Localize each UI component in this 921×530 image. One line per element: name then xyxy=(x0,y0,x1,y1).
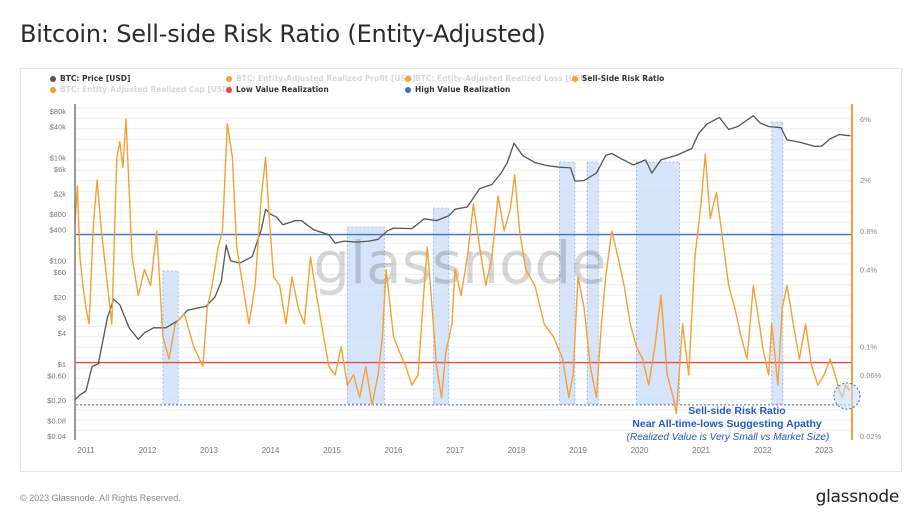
left-tick-label: $10k xyxy=(50,154,67,163)
left-tick-label: $2k xyxy=(54,190,66,199)
price-series-line xyxy=(74,115,851,401)
shaded-period xyxy=(771,121,784,405)
right-tick-label: 2% xyxy=(860,176,871,185)
legend-label: Sell-Side Risk Ratio xyxy=(582,74,665,83)
legend-item-high-value[interactable]: High Value Realization xyxy=(405,85,510,94)
legend-dot-icon xyxy=(50,75,56,82)
x-tick-label: 2022 xyxy=(754,446,772,455)
legend-dot-icon xyxy=(50,86,56,93)
legend-dot-icon xyxy=(226,86,232,93)
legend-label: BTC: Entity-Adjusted Realized Loss [USD] xyxy=(415,74,590,83)
left-tick-label: $1 xyxy=(58,360,66,369)
copyright-text: © 2023 Glassnode. All Rights Reserved. xyxy=(20,493,181,503)
shaded-periods xyxy=(162,121,784,405)
right-tick-label: 0.02% xyxy=(860,432,882,441)
legend-label: BTC: Price [USD] xyxy=(60,74,131,83)
shaded-period xyxy=(162,270,179,405)
legend-dot-icon xyxy=(405,86,411,93)
shaded-period xyxy=(559,161,576,405)
right-tick-label: 0.4% xyxy=(860,266,877,275)
x-tick-label: 2013 xyxy=(200,446,218,455)
left-tick-label: $60 xyxy=(53,268,66,277)
glassnode-logo: glassnode xyxy=(815,487,900,507)
annotation: Sell-side Risk Ratio Near All-time-lows … xyxy=(627,382,861,443)
x-tick-label: 2018 xyxy=(508,446,526,455)
left-tick-label: $800 xyxy=(49,210,66,219)
left-tick-label: $0.04 xyxy=(47,432,66,441)
x-tick-label: 2012 xyxy=(139,446,157,455)
legend-dot-icon xyxy=(405,75,411,82)
x-tick-label: 2014 xyxy=(262,446,280,455)
left-tick-label: $0.20 xyxy=(47,396,66,405)
legend-item-realized-loss[interactable]: BTC: Entity-Adjusted Realized Loss [USD] xyxy=(405,74,590,83)
legend-item-sell-side-risk-ratio[interactable]: Sell-Side Risk Ratio xyxy=(572,74,664,83)
legend-item-realized-cap[interactable]: BTC: Entity-Adjusted Realized Cap [USD] xyxy=(50,85,232,94)
x-tick-label: 2023 xyxy=(815,446,833,455)
right-axis-ticks: 6% 2% 0.8% 0.4% 0.1% 0.06% 0.02% xyxy=(860,115,882,441)
x-tick-label: 2019 xyxy=(569,446,587,455)
shaded-period xyxy=(636,161,680,405)
left-tick-label: $4 xyxy=(58,329,66,338)
left-tick-label: $6k xyxy=(54,165,66,174)
x-tick-label: 2011 xyxy=(77,446,95,455)
all-time-low-highlight xyxy=(833,382,861,410)
x-tick-label: 2020 xyxy=(631,446,649,455)
legend-item-low-value[interactable]: Low Value Realization xyxy=(226,85,329,94)
annotation-line-3: (Realized Value is Very Small vs Market … xyxy=(627,432,830,443)
legend-label: Low Value Realization xyxy=(236,85,329,94)
left-tick-label: $8 xyxy=(58,313,66,322)
left-tick-label: $0.60 xyxy=(47,371,66,380)
legend-item-realized-profit[interactable]: BTC: Entity-Adjusted Realized Profit [US… xyxy=(226,74,416,83)
right-tick-label: 0.1% xyxy=(860,343,877,352)
gridlines xyxy=(76,107,852,431)
left-tick-label: $80k xyxy=(50,107,67,116)
left-tick-label: $100 xyxy=(49,257,66,266)
legend-label: High Value Realization xyxy=(415,85,511,94)
legend-label: BTC: Entity-Adjusted Realized Profit [US… xyxy=(236,74,416,83)
annotation-line-2: Near All-time-lows Suggesting Apathy xyxy=(632,418,822,430)
shaded-period xyxy=(586,161,599,405)
page-title: Bitcoin: Sell-side Risk Ratio (Entity-Ad… xyxy=(20,20,546,48)
legend-label: BTC: Entity-Adjusted Realized Cap [USD] xyxy=(60,85,232,94)
left-tick-label: $40k xyxy=(50,123,67,132)
legend-dot-icon xyxy=(226,75,232,82)
x-axis-ticks: 2011 2012 2013 2014 2015 2016 2017 2018 2019 2020… xyxy=(77,446,833,455)
sell-side-risk-ratio-line xyxy=(74,118,851,415)
left-tick-label: $400 xyxy=(49,226,66,235)
right-tick-label: 0.06% xyxy=(860,371,882,380)
right-tick-label: 0.8% xyxy=(860,227,877,236)
right-tick-label: 6% xyxy=(860,115,871,124)
legend-dot-icon xyxy=(572,75,578,82)
x-tick-label: 2021 xyxy=(692,446,710,455)
legend-item-price[interactable]: BTC: Price [USD] xyxy=(50,74,130,83)
x-tick-label: 2017 xyxy=(446,446,464,455)
annotation-line-1: Sell-side Risk Ratio xyxy=(688,405,785,417)
left-tick-label: $0.08 xyxy=(47,416,66,425)
watermark: glassnode xyxy=(313,229,607,297)
x-tick-label: 2016 xyxy=(385,446,403,455)
x-tick-label: 2015 xyxy=(323,446,341,455)
left-axis-ticks: $80k $40k $10k $6k $2k $800 $400 $100 $60 $20 $8 $4… xyxy=(47,107,66,441)
left-tick-label: $20 xyxy=(53,293,66,302)
series-lines xyxy=(74,115,851,415)
